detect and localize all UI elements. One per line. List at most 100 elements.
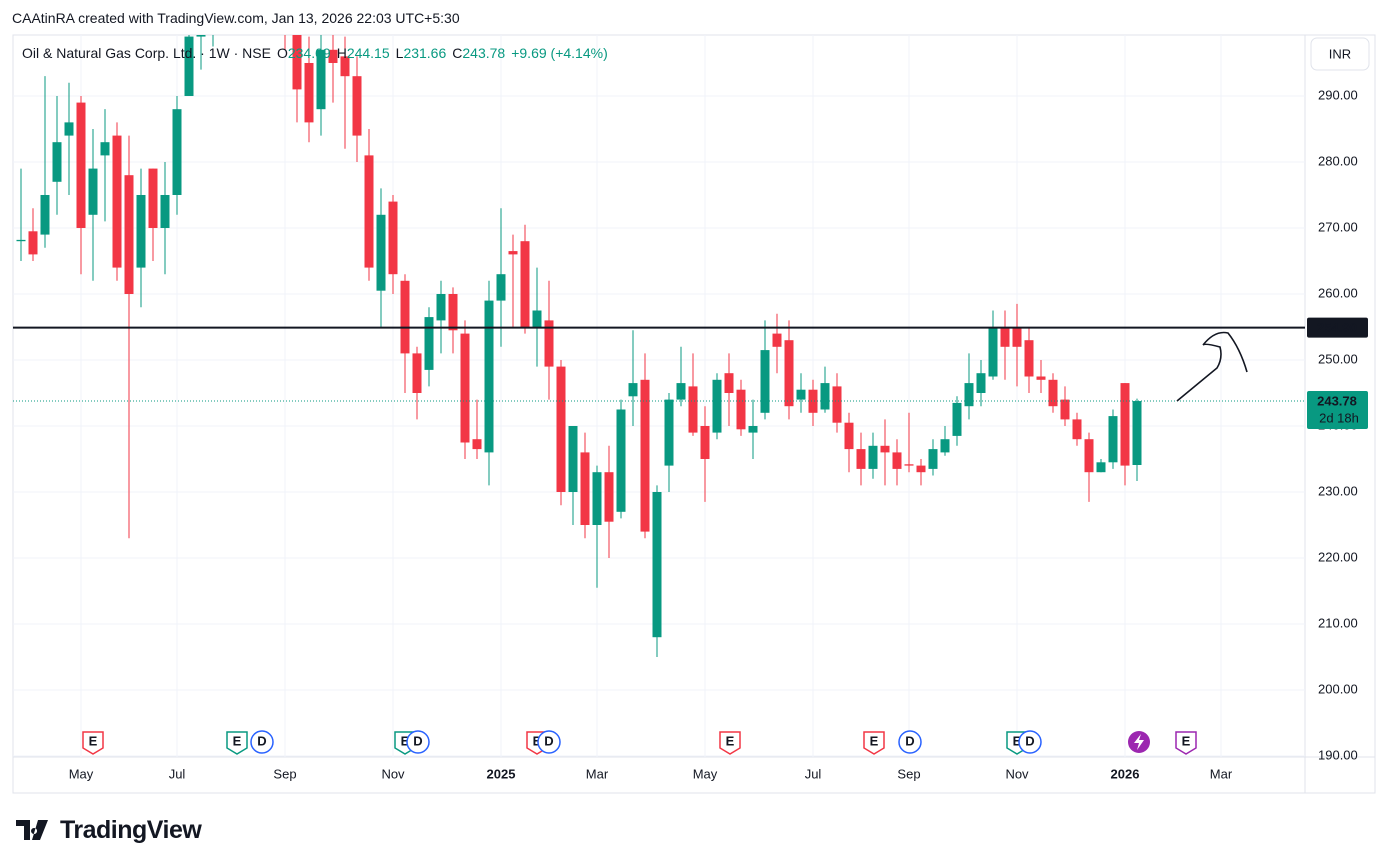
candle-body <box>760 350 770 413</box>
y-tick-label: 270.00 <box>1318 219 1358 234</box>
candle-body <box>281 10 290 30</box>
candle-body <box>736 389 746 430</box>
candle-body <box>700 425 710 459</box>
candle-body <box>580 452 590 526</box>
x-tick-label: Jul <box>169 766 186 781</box>
candle-body <box>160 194 170 228</box>
candle-body <box>1084 439 1094 473</box>
event-label: E <box>401 733 410 748</box>
candle-body <box>328 49 338 63</box>
event-label: E <box>89 733 98 748</box>
candle-body <box>796 389 806 400</box>
candle-body <box>412 353 422 393</box>
candle-body <box>1132 401 1142 466</box>
legend-value: 234.09 <box>287 45 331 61</box>
x-tick-label: Jul <box>805 766 822 781</box>
candle-body <box>364 155 374 268</box>
candle-body <box>724 373 734 393</box>
candle-body <box>904 464 914 466</box>
candle-body <box>640 379 650 532</box>
hline-label-box <box>1307 317 1368 338</box>
candle-body <box>472 439 482 450</box>
frame <box>12 34 1376 794</box>
candle-body <box>52 142 62 182</box>
legend-item: L231.66 <box>396 45 447 61</box>
x-tick-label: May <box>69 766 94 781</box>
earnings-badge <box>82 731 104 755</box>
candle-body <box>292 35 302 90</box>
candle-body <box>1120 383 1130 466</box>
candle-body <box>532 310 542 327</box>
event-label: D <box>413 733 422 748</box>
candle-body <box>448 293 458 331</box>
event-label: D <box>905 733 914 748</box>
x-tick-label: May <box>693 766 718 781</box>
symbol: Oil & Natural Gas Corp. Ltd. · 1W · NSE <box>22 45 271 61</box>
candle-body <box>940 439 950 453</box>
event-label: E <box>726 733 735 748</box>
event-label: E <box>533 733 542 748</box>
legend-value: 244.15 <box>346 45 390 61</box>
legend-value: +9.69 (+4.14%) <box>511 45 608 61</box>
candle-body <box>304 62 314 123</box>
candle-body <box>784 340 794 407</box>
candle-body <box>676 383 686 400</box>
candle-body <box>988 326 998 377</box>
candle-body <box>460 333 470 443</box>
lightning-icon <box>1128 731 1150 753</box>
dividend-badge <box>1018 730 1042 754</box>
candle-body <box>436 293 446 321</box>
event-label: E <box>233 733 242 748</box>
candle-body <box>1096 462 1106 473</box>
candle-body <box>616 409 626 512</box>
candle-body <box>808 389 818 413</box>
candle-body <box>424 317 434 370</box>
candle-body <box>124 175 134 294</box>
currency: INR <box>1329 46 1351 61</box>
y-tick-label: 250.00 <box>1318 351 1358 366</box>
x-tick-label: 2025 <box>487 766 516 781</box>
candle-body <box>172 109 182 195</box>
earnings-badge <box>226 731 248 755</box>
legend-value: 243.78 <box>462 45 506 61</box>
candle-body <box>340 56 350 77</box>
last-price-label: 243.78 <box>1317 393 1357 408</box>
candle-body <box>28 231 38 255</box>
candle-body <box>928 449 938 469</box>
event-label: D <box>257 733 266 748</box>
candle-body <box>88 168 98 215</box>
candle-body <box>1000 326 1010 347</box>
candle-body <box>772 333 782 347</box>
candle-body <box>64 122 74 136</box>
currency-box[interactable] <box>1310 37 1370 71</box>
candle-body <box>544 320 554 367</box>
candle-body <box>316 49 326 110</box>
candle-body <box>964 383 974 407</box>
candle-body <box>388 201 398 275</box>
x-tick-label: Sep <box>897 766 920 781</box>
candle-body <box>148 168 158 228</box>
legend-value: 231.66 <box>403 45 447 61</box>
event-label: E <box>870 733 879 748</box>
legend: Oil & Natural Gas Corp. Ltd. · 1W · NSE … <box>22 45 608 61</box>
candle-body <box>136 194 146 268</box>
candle-body <box>748 425 758 433</box>
dividend-badge <box>250 730 274 754</box>
candle-body <box>604 472 614 522</box>
candle-body <box>976 373 986 393</box>
x-tick-label: Mar <box>586 766 609 781</box>
candle-body <box>40 194 50 235</box>
last-price-box <box>1307 391 1368 430</box>
brand: TradingView <box>60 816 202 844</box>
y-tick-label: 220.00 <box>1318 549 1358 564</box>
dividend-badge <box>537 730 561 754</box>
event-label: E <box>1013 733 1022 748</box>
candle-body <box>112 135 122 268</box>
candle-body <box>664 399 674 466</box>
y-tick-label: 200.00 <box>1318 681 1358 696</box>
candle-body <box>556 366 566 493</box>
y-tick-label: 230.00 <box>1318 483 1358 498</box>
legend-item: H244.15 <box>337 45 390 61</box>
candle-body <box>1012 326 1022 347</box>
x-tick-label: Nov <box>1005 766 1029 781</box>
